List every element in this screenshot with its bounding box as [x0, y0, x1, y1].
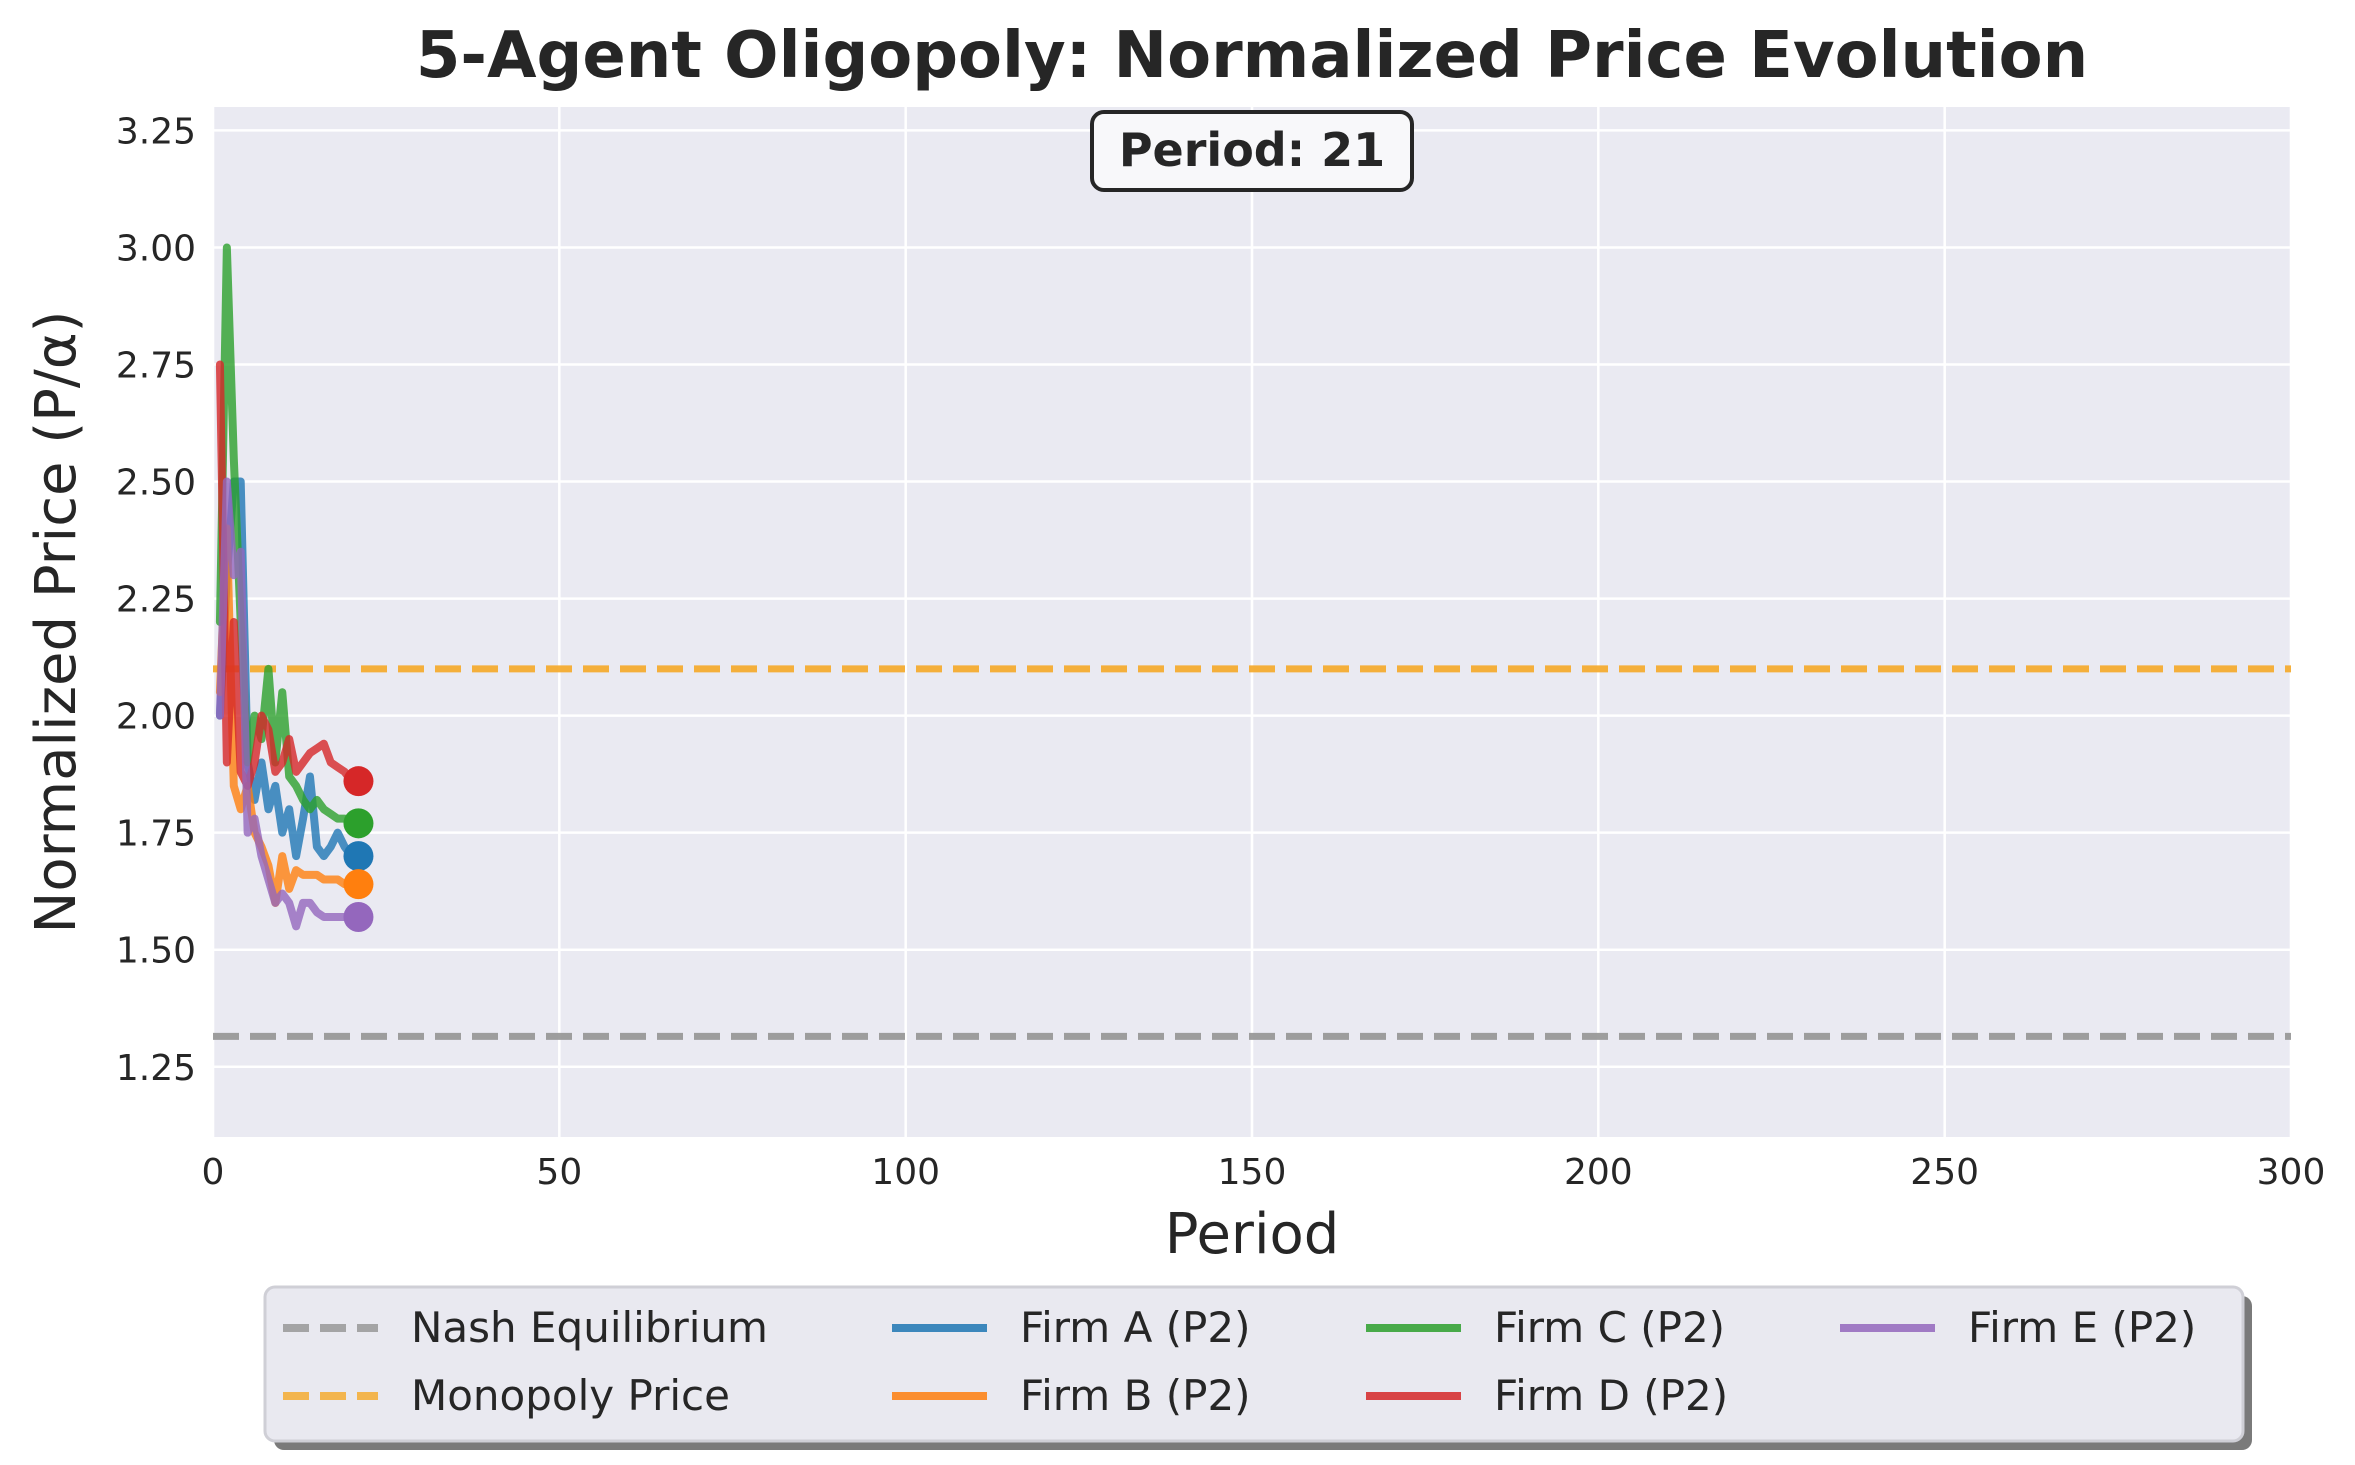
x-tick-label: 250 — [1910, 1152, 1979, 1193]
legend-label: Firm D (P2) — [1494, 1371, 1728, 1420]
x-tick-labels: 0 50 100 150 200 250 300 — [202, 1152, 2326, 1193]
legend-label: Firm B (P2) — [1020, 1371, 1251, 1420]
y-tick-label: 1.25 — [116, 1048, 196, 1089]
series-end-marker — [343, 901, 374, 932]
series-end-marker — [343, 808, 374, 839]
reference-lines — [213, 665, 2291, 1040]
legend-label: Monopoly Price — [411, 1371, 730, 1420]
period-annotation-text: Period: 21 — [1119, 123, 1385, 177]
y-tick-label: 1.50 — [116, 931, 196, 972]
series-end-marker — [343, 766, 374, 797]
series-line — [215, 477, 363, 931]
x-tick-label: 150 — [1218, 1152, 1287, 1193]
y-tick-labels: 1.25 1.50 1.75 2.00 2.25 2.50 2.75 3.00 3.25 — [116, 111, 196, 1088]
y-tick-label: 2.75 — [116, 346, 196, 387]
period-annotation-box — [1090, 110, 1414, 192]
legend-label: Firm C (P2) — [1494, 1303, 1725, 1352]
x-axis-label: Period — [1165, 1202, 1340, 1267]
x-tick-label: 50 — [536, 1152, 582, 1193]
legend-label: Firm E (P2) — [1968, 1303, 2196, 1352]
legend-box — [263, 1285, 2245, 1443]
y-tick-label: 2.50 — [116, 463, 196, 504]
legend-label: Firm A (P2) — [1020, 1303, 1250, 1352]
series-end-marker — [343, 841, 374, 872]
series-end-markers — [343, 766, 374, 932]
legend: Nash Equilibrium Monopoly Price Firm A (P2… — [263, 1285, 2252, 1450]
legend-label: Nash Equilibrium — [411, 1303, 768, 1352]
x-tick-label: 0 — [202, 1152, 225, 1193]
series-end-marker — [343, 869, 374, 900]
y-axis-label: Normalized Price (P/α) — [24, 310, 89, 933]
series-lines — [215, 243, 363, 931]
grid-lines — [211, 107, 2293, 1137]
y-tick-label: 2.00 — [116, 697, 196, 738]
chart-title: 5-Agent Oligopoly: Normalized Price Evol… — [416, 19, 2088, 93]
x-tick-label: 200 — [1564, 1152, 1633, 1193]
x-tick-label: 100 — [871, 1152, 940, 1193]
x-tick-label: 300 — [2257, 1152, 2326, 1193]
y-tick-label: 3.25 — [116, 111, 196, 152]
y-tick-label: 1.75 — [116, 814, 196, 855]
y-tick-label: 3.00 — [116, 228, 196, 269]
y-tick-label: 2.25 — [116, 580, 196, 621]
legend-items: Nash Equilibrium Monopoly Price Firm A (P2… — [283, 1303, 2196, 1420]
period-annotation: Period: 21 — [1090, 110, 1414, 192]
